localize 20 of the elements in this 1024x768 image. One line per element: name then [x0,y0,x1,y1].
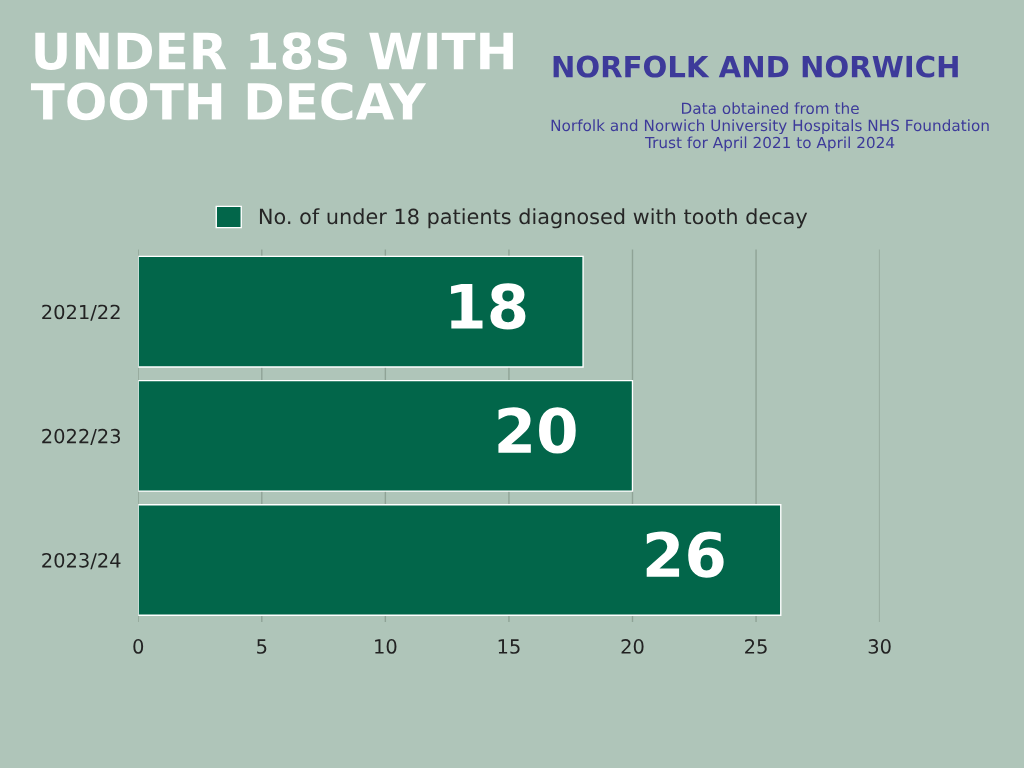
data-label: 18 [451,283,526,330]
bar [138,379,634,492]
x-tick-label: 10 [375,639,397,654]
data-label: 20 [498,407,576,454]
x-tick-label: 0 [133,639,144,654]
bar [138,255,584,368]
x-tick-label: 25 [745,639,767,654]
legend-label: No. of under 18 patients diagnosed with tooth decay [259,208,808,229]
text: Data obtained from the Norfolk and Norwich University Hospitals NHS Foundation Trust for April 2021 to April 2024 [551,102,989,152]
y-tick-label: 2022/23 [42,428,121,446]
chart-subtitle: NORFOLK AND NORWICH [553,55,958,78]
x-tick-label: 15 [498,639,520,654]
y-tick-label: 2021/22 [42,304,120,321]
y-tick-label: 2023/24 [42,552,121,570]
chart-title: UNDER 18S WITH TOOTH DECAY [30,32,513,121]
x-tick-label: 20 [621,639,644,654]
x-tick-label: 30 [868,639,891,654]
data-label: 26 [646,531,724,578]
x-tick-label: 5 [257,639,267,654]
bar [138,504,782,616]
